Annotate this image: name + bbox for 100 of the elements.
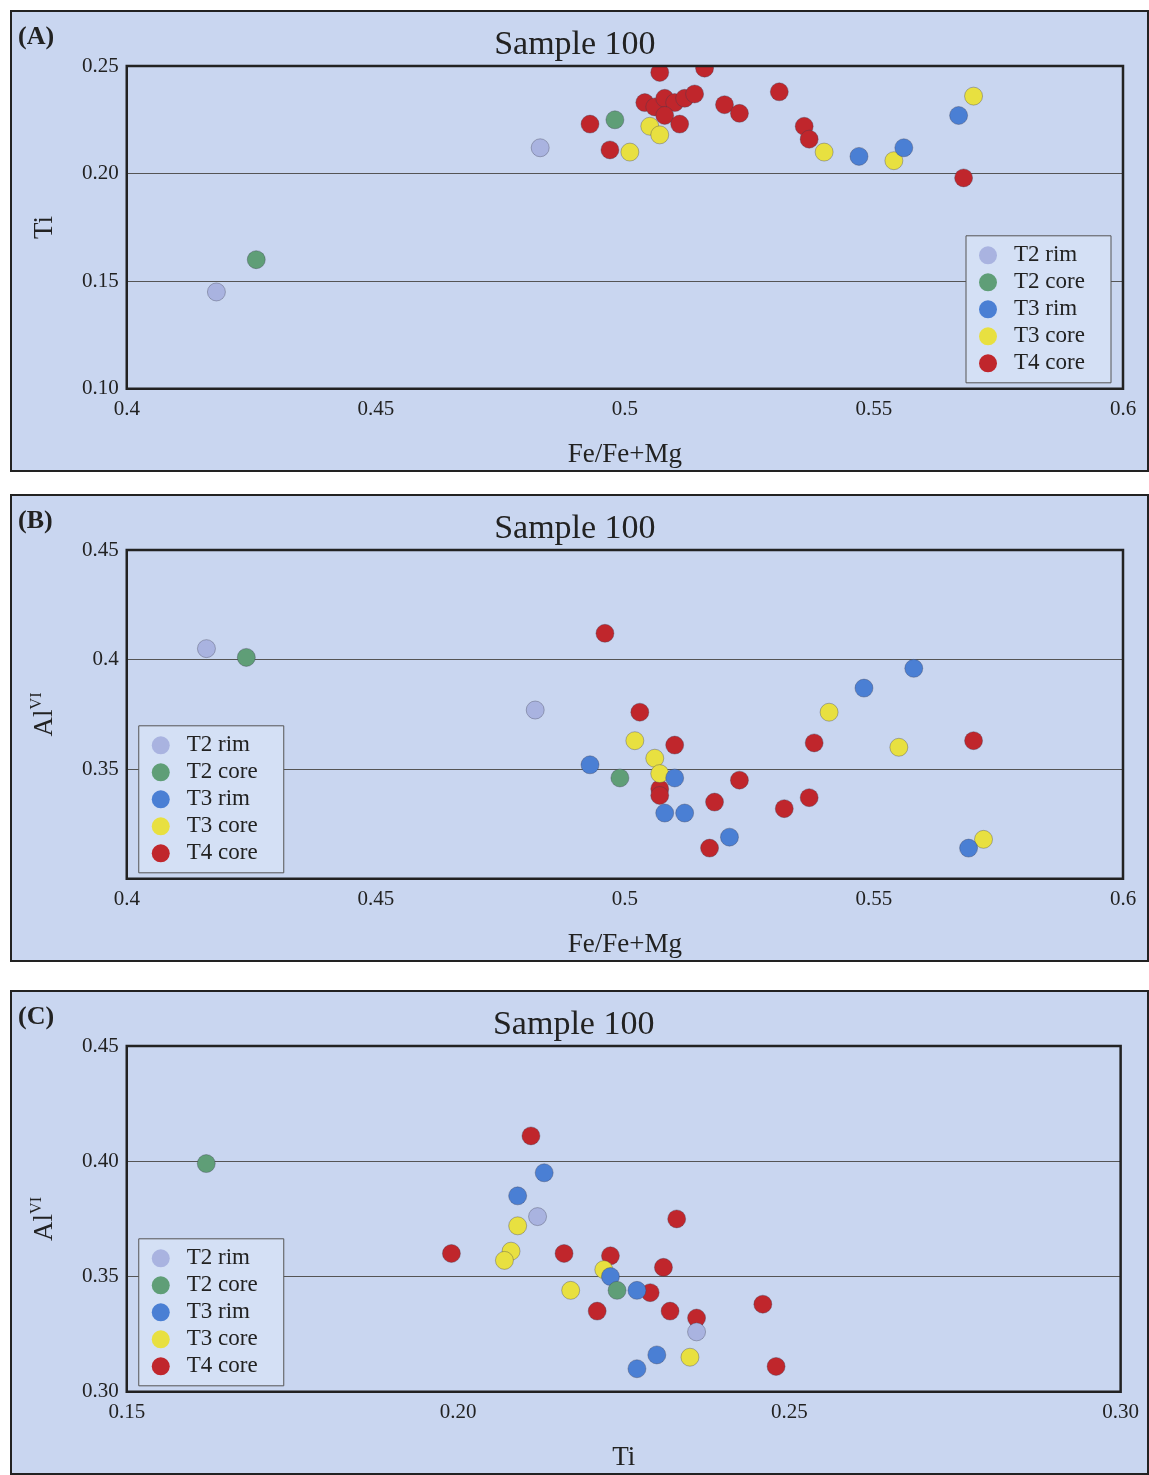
legend-label: T3 rim [186,785,251,811]
y-tick-label: 0.25 [82,52,119,77]
point [561,1280,581,1300]
legend-label: T2 core [186,1271,258,1297]
point [587,1301,607,1321]
point [627,1359,647,1379]
point [650,764,670,784]
legend-label: T4 core [1014,349,1085,375]
point [630,702,650,722]
point [655,106,675,125]
point [196,1154,216,1174]
point [645,748,665,768]
point [729,770,749,790]
point [774,799,794,819]
legend-label: T4 core [186,839,258,865]
point [246,250,266,270]
point [627,1280,647,1300]
point [766,1356,786,1376]
point [705,792,725,812]
point [675,803,695,823]
y-tick-label: 0.45 [82,1032,119,1057]
point [534,1163,554,1183]
point [441,1243,461,1263]
x-axis-title: Ti [612,1441,636,1471]
point [964,86,984,106]
point [889,737,909,757]
point [595,623,615,643]
point [700,838,720,858]
y-tick-label: 0.40 [82,1147,119,1172]
point [600,1267,620,1287]
point [508,1216,528,1236]
point [494,1250,514,1270]
point [610,768,630,788]
legend-label: T3 core [186,812,258,838]
chart-title: Sample 100 [494,508,656,545]
point [894,138,914,158]
y-tick-label: 0.35 [82,755,119,780]
y-tick-label: 0.15 [82,267,119,292]
x-tick-label: 0.30 [1102,1398,1139,1423]
point [719,827,739,847]
point [715,95,734,115]
chart-title: Sample 100 [492,1004,655,1041]
legend-label: T2 rim [186,731,251,757]
legend-label: T3 rim [186,1298,251,1324]
point [620,142,640,162]
point [849,146,869,166]
point [769,82,789,102]
point [607,1280,627,1300]
y-tick-label: 0.4 [92,646,120,671]
y-tick-label: 0.45 [82,536,119,561]
point [508,1186,528,1206]
legend-label: T3 core [1014,322,1085,348]
legend-label: T3 rim [1014,295,1078,321]
point [525,700,545,720]
point [974,829,994,849]
point [196,639,216,659]
y-tick-label: 0.20 [82,160,119,185]
point [799,788,819,808]
point [665,735,685,755]
point [685,84,705,104]
point [554,1243,574,1263]
legend-label: T2 rim [186,1244,251,1270]
x-tick-label: 0.6 [1109,395,1137,420]
point [530,138,550,158]
x-tick-label: 0.5 [611,395,638,420]
point [650,66,670,82]
point [650,786,670,805]
x-tick-label: 0.5 [611,885,638,910]
y-axis-title: AlVI [27,1196,58,1241]
point [687,1322,707,1342]
legend-label: T2 core [186,758,258,784]
legend-label: T2 rim [1014,241,1078,267]
point [729,103,749,123]
x-tick-label: 0.45 [357,395,395,420]
x-axis-title: Fe/Fe+Mg [567,928,683,958]
x-tick-label: 0.4 [113,885,141,910]
point [884,151,904,171]
text: (C) [18,1001,55,1030]
point [236,647,256,667]
y-axis-title: AlVI [27,692,58,737]
x-tick-label: 0.45 [357,885,395,910]
point [753,1294,773,1314]
point [528,1207,548,1227]
point [653,1257,673,1277]
point [854,678,874,698]
x-tick-label: 0.6 [1109,885,1137,910]
point [949,106,969,125]
legend-label: T4 core [186,1352,258,1378]
point [580,114,600,134]
point [647,1345,667,1365]
point [625,731,645,751]
point [667,1209,687,1229]
point [799,129,819,149]
point [904,658,924,678]
point [655,803,675,823]
point [580,755,600,775]
point [954,168,974,188]
point [670,114,690,134]
point [959,838,979,858]
x-tick-label: 0.25 [770,1398,808,1423]
